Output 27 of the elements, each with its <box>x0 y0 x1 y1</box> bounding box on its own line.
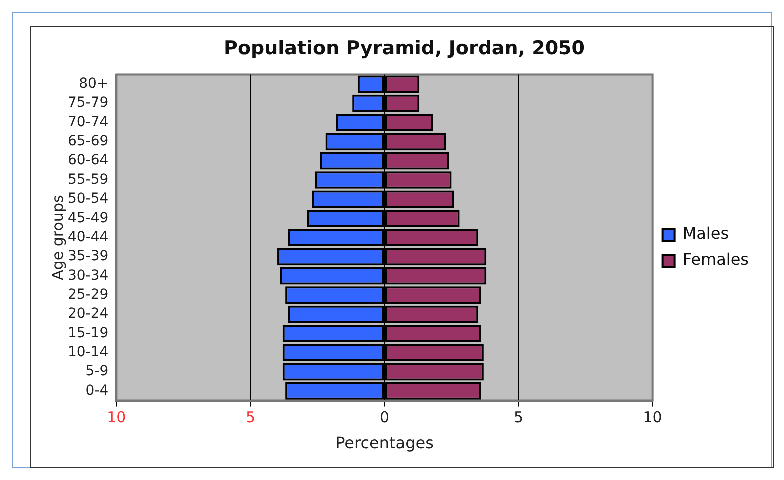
legend-label: Males <box>682 224 730 244</box>
y-tick-label: 65-69 <box>68 134 109 150</box>
y-tick-label: 10-14 <box>68 344 109 360</box>
y-tick-label: 55-59 <box>68 172 109 188</box>
y-tick-label: 0-4 <box>86 382 109 399</box>
y-tick-label: 80+ <box>79 76 109 92</box>
x-tick-label: 0 <box>380 408 390 427</box>
y-tick-label: 35-39 <box>68 248 109 265</box>
x-tick-label: 5 <box>514 408 524 427</box>
x-axis-title: Percentages <box>336 434 434 453</box>
chart-title: Population Pyramid, Jordan, 2050 <box>224 37 585 60</box>
x-tick-label: 10 <box>107 408 126 427</box>
y-tick-label: 75-79 <box>68 95 109 112</box>
y-tick-label: 70-74 <box>68 114 109 130</box>
y-tick-label: 5-9 <box>86 364 109 380</box>
y-tick-label: 20-24 <box>68 306 109 322</box>
y-tick-label: 60-64 <box>68 152 109 169</box>
x-tick-label: 5 <box>246 408 256 427</box>
y-tick-label: 50-54 <box>68 191 109 208</box>
y-tick-label: 40-44 <box>68 229 109 246</box>
y-tick-label: 15-19 <box>68 325 109 342</box>
y-axis-title: Age groups <box>48 195 67 280</box>
y-tick-label: 45-49 <box>68 210 109 226</box>
y-tick-label: 25-29 <box>68 286 109 303</box>
y-tick-label: 30-34 <box>68 268 109 284</box>
x-tick-label: 10 <box>643 408 662 427</box>
legend-label: Females <box>682 250 749 270</box>
